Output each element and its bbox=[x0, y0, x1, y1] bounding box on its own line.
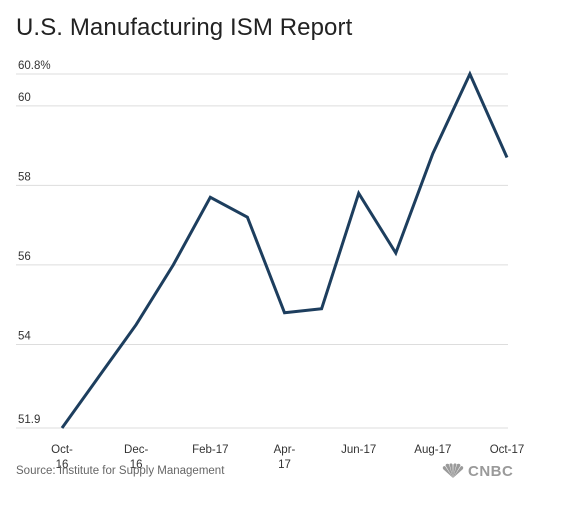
series-line-group bbox=[60, 70, 509, 430]
y-tick-label: 56 bbox=[18, 251, 31, 263]
data-point bbox=[357, 191, 361, 195]
data-point bbox=[171, 263, 175, 267]
y-tick-label: 58 bbox=[18, 171, 31, 183]
peacock-icon bbox=[442, 463, 464, 478]
x-tick-label: Apr-17 bbox=[274, 444, 296, 471]
x-tick-label: Feb-17 bbox=[192, 444, 228, 456]
chart-title: U.S. Manufacturing ISM Report bbox=[16, 14, 353, 41]
x-tick-label: Aug-17 bbox=[414, 444, 451, 456]
x-tick-label: Oct-17 bbox=[490, 444, 525, 456]
y-tick-label: 51.9 bbox=[18, 414, 40, 426]
data-point bbox=[245, 215, 249, 219]
data-point bbox=[283, 311, 287, 315]
data-point bbox=[468, 72, 472, 76]
data-point bbox=[97, 374, 101, 378]
grid-lines bbox=[16, 73, 508, 429]
x-tick-label: Dec-16 bbox=[124, 444, 148, 471]
data-point bbox=[505, 156, 509, 160]
y-tick-label: 54 bbox=[18, 330, 31, 342]
data-point bbox=[60, 426, 64, 430]
y-tick-label: 60 bbox=[18, 92, 31, 104]
x-tick-label: Jun-17 bbox=[341, 444, 376, 456]
source-note: Source: Institute for Supply Management bbox=[16, 465, 225, 477]
y-tick-label: 60.8% bbox=[18, 60, 51, 72]
series-line bbox=[60, 70, 509, 429]
x-axis-ticks: Oct-16 Dec-16 Feb-17 Apr-17 Jun-17 Aug-17 Oct-… bbox=[51, 444, 524, 471]
logo-text: CNBC bbox=[468, 462, 514, 480]
data-point bbox=[320, 307, 324, 311]
x-tick-label: Oct-16 bbox=[51, 444, 73, 471]
data-point bbox=[431, 152, 435, 156]
y-axis-ticks: 51.9 54 56 58 60 60.8% bbox=[18, 60, 51, 426]
cnbc-logo: CNBC bbox=[441, 461, 513, 481]
data-point bbox=[208, 195, 212, 199]
data-point bbox=[134, 323, 138, 327]
data-point bbox=[394, 251, 398, 255]
